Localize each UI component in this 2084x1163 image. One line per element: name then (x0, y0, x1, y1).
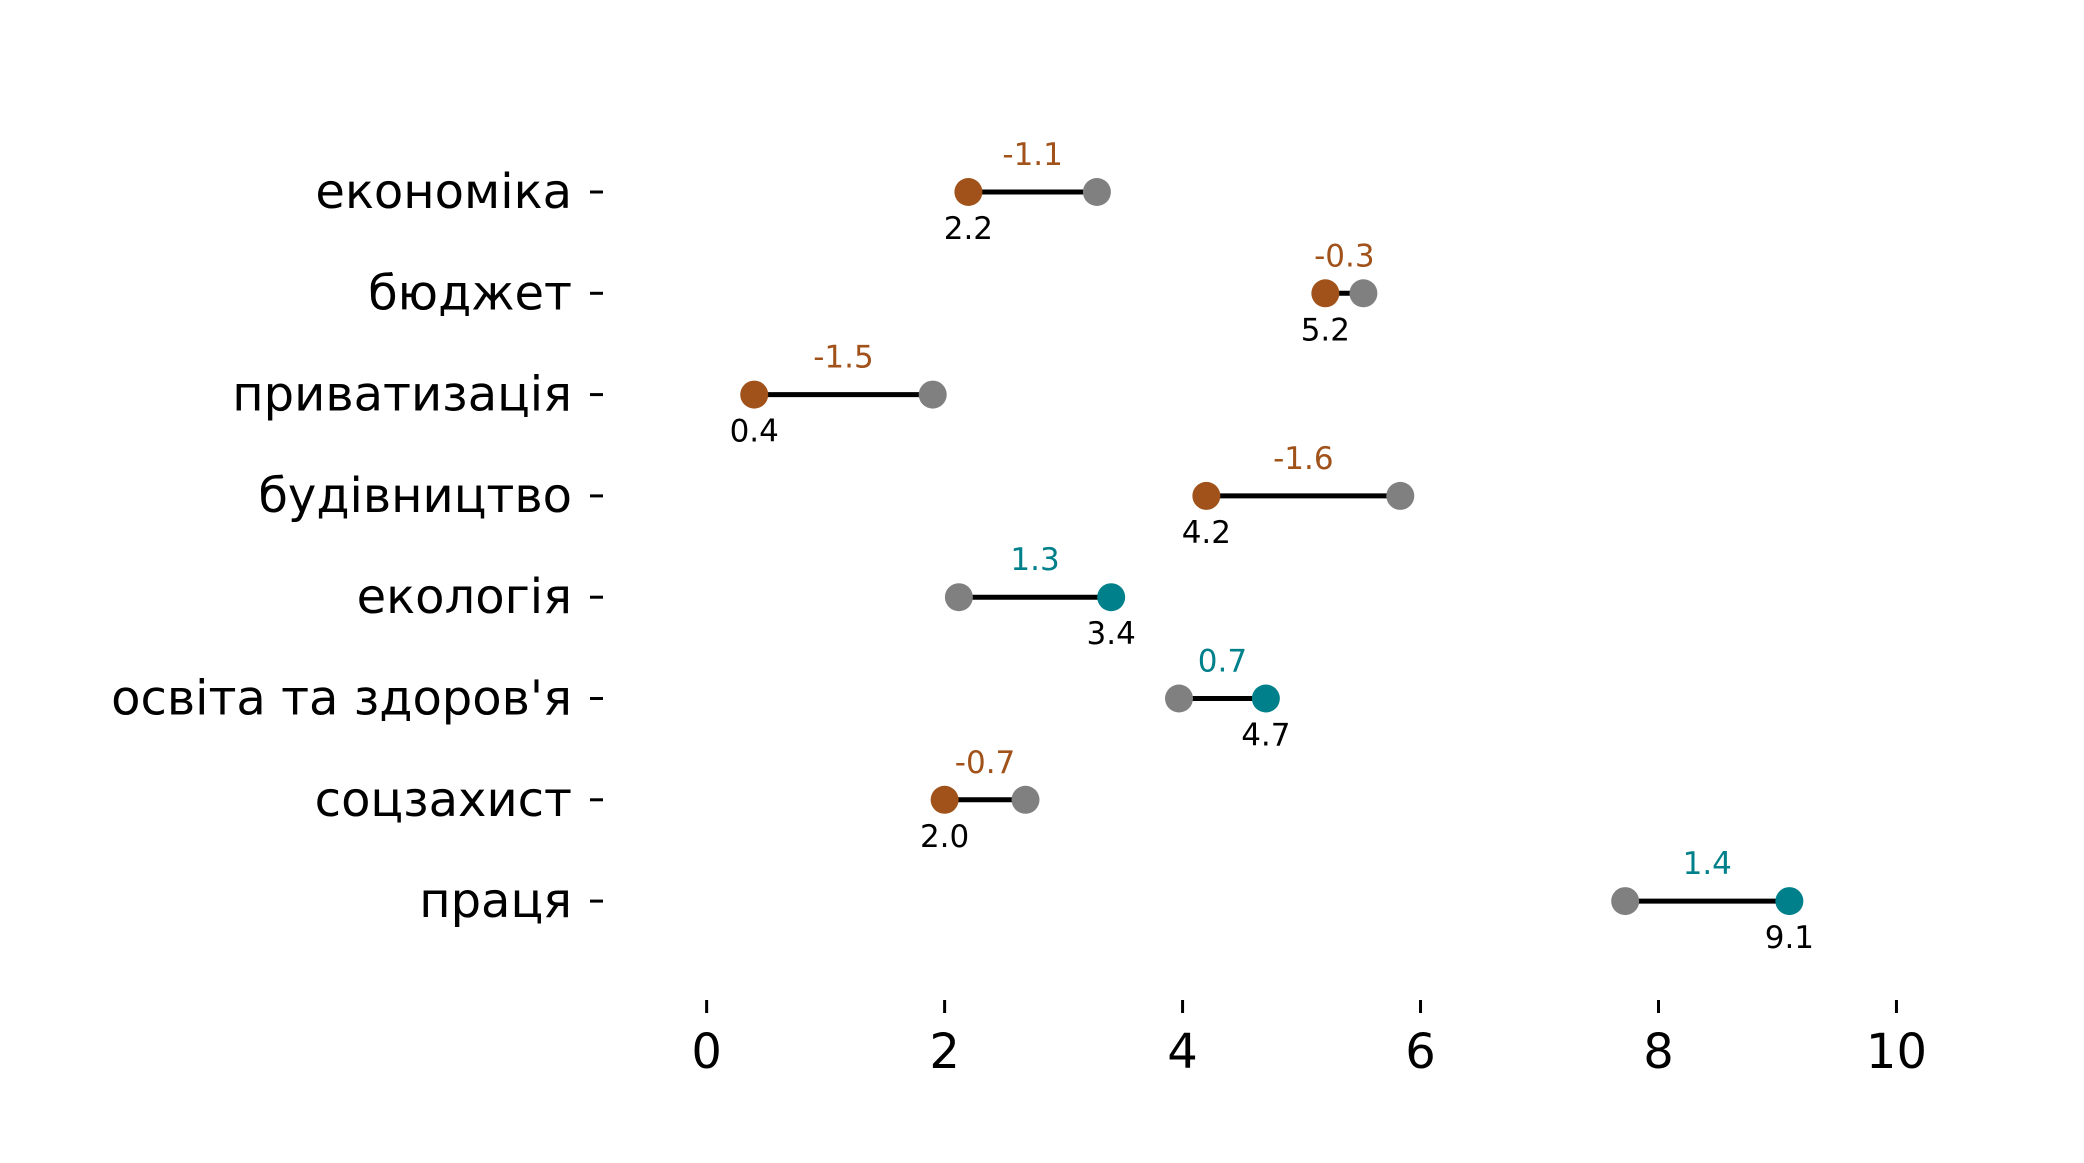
current-value-label: 4.2 (1182, 515, 1231, 551)
y-axis: економіка бюджет приватизація будівництво ек… (111, 164, 603, 929)
current-value-label: 5.2 (1301, 312, 1350, 348)
difference-label: -0.7 (955, 745, 1016, 781)
difference-label: 1.4 (1683, 846, 1732, 882)
difference-label: -1.5 (813, 340, 874, 376)
previous-value-dot (944, 583, 973, 612)
previous-value-dot (1082, 178, 1111, 206)
previous-value-dot (1165, 684, 1193, 713)
difference-label: -1.1 (1002, 137, 1063, 173)
x-tick-label: 4 (1167, 1024, 1198, 1080)
x-tick-label: 0 (691, 1024, 722, 1080)
category-label: економіка (315, 164, 572, 220)
category-label: екологія (357, 569, 572, 625)
current-value-label: 9.1 (1765, 920, 1814, 956)
current-value-label: 4.7 (1241, 718, 1290, 754)
difference-label: 0.7 (1198, 644, 1247, 680)
category-label: приватизація (232, 367, 572, 423)
category-label: соцзахист (315, 772, 572, 828)
x-tick-label: 8 (1643, 1024, 1674, 1080)
category-label: бюджет (368, 265, 572, 321)
current-value-dot (1311, 279, 1340, 308)
x-tick-label: 10 (1866, 1024, 1927, 1080)
x-tick-label: 6 (1405, 1024, 1436, 1080)
current-value-label: 3.4 (1087, 616, 1136, 652)
x-tick-label: 2 (929, 1024, 960, 1080)
current-value-dot (740, 380, 769, 409)
current-value-dot (1097, 583, 1126, 612)
category-label: освіта та здоров'я (111, 671, 572, 727)
previous-value-dot (918, 380, 947, 409)
current-value-dot (1775, 887, 1804, 916)
category-label: будівництво (258, 468, 572, 524)
x-axis: 0 2 4 6 8 10 (691, 1000, 1927, 1080)
current-value-dot (954, 178, 983, 206)
previous-value-dot (1611, 887, 1640, 916)
difference-label: -1.6 (1273, 441, 1334, 477)
current-value-label: 2.0 (920, 819, 969, 855)
chart-marks: 2.2 -1.1 5.2 -0.3 0.4 -1.5 4.2 -1.6 3.4 1.3 4.7 0.7… (730, 137, 1814, 956)
current-value-dot (1251, 684, 1280, 713)
difference-label: -0.3 (1314, 238, 1375, 274)
difference-label: 1.3 (1010, 542, 1059, 578)
category-label: праця (419, 873, 572, 929)
previous-value-dot (1386, 481, 1415, 510)
previous-value-dot (1011, 785, 1040, 814)
current-value-dot (1192, 481, 1221, 510)
current-value-dot (930, 785, 959, 814)
current-value-label: 2.2 (944, 211, 993, 247)
current-value-label: 0.4 (730, 414, 779, 450)
previous-value-dot (1349, 279, 1378, 308)
